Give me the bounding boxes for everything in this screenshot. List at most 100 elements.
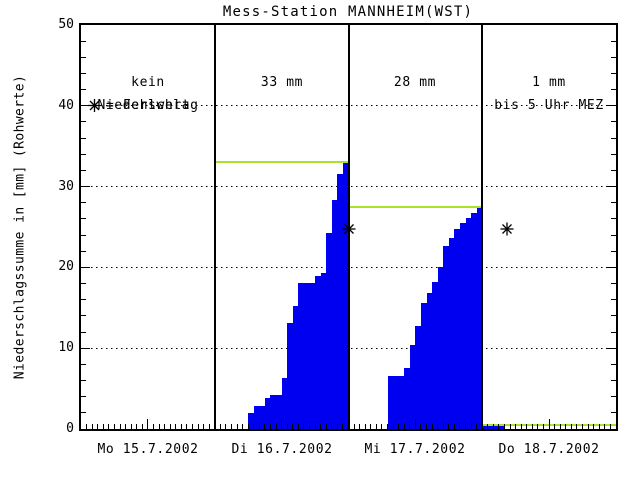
hour-tick	[520, 424, 522, 429]
precip-bar	[398, 376, 405, 429]
hour-tick	[453, 424, 455, 429]
precip-bar	[420, 302, 428, 429]
precip-bar	[309, 282, 316, 429]
y-tick-right	[611, 202, 616, 204]
noon-tick	[147, 419, 149, 429]
hour-tick	[531, 424, 533, 429]
precip-bar	[493, 424, 500, 429]
hour-tick	[565, 424, 567, 429]
hour-tick	[264, 424, 266, 429]
y-tick-right	[607, 347, 616, 349]
y-tick-label-10: 10	[58, 340, 74, 355]
hour-tick	[197, 424, 199, 429]
annotation-line: bis 5 Uhr MEZ	[494, 97, 604, 113]
hour-tick	[203, 424, 205, 429]
y-tick-right	[611, 299, 616, 301]
hour-tick	[269, 424, 271, 429]
hour-tick	[487, 424, 489, 429]
hour-tick	[331, 424, 333, 429]
y-tick-right	[611, 234, 616, 236]
y-tick-left	[81, 347, 90, 349]
precip-bar	[337, 173, 344, 429]
hour-tick	[598, 424, 600, 429]
hour-tick	[398, 424, 400, 429]
annotation-line: 28 mm	[393, 75, 437, 90]
fehlwert-marker-icon	[342, 221, 356, 236]
day-total-line	[214, 161, 349, 164]
hour-tick	[526, 424, 528, 429]
y-tick-label-0: 0	[66, 421, 74, 436]
hour-tick	[582, 424, 584, 429]
hour-tick	[303, 424, 305, 429]
hour-tick	[470, 424, 472, 429]
hour-tick	[604, 424, 606, 429]
precip-bar	[465, 218, 472, 429]
precip-bar	[498, 424, 506, 429]
precip-bar	[454, 229, 461, 429]
y-axis-title: Niederschlagssumme in [mm] (Rohwerte)	[12, 74, 28, 380]
y-tick-left	[81, 186, 90, 188]
y-tick-left	[81, 396, 86, 398]
annotation-day-do: 1 mm bis 5 Uhr MEZ	[494, 72, 604, 117]
hour-tick	[253, 424, 255, 429]
hour-tick	[492, 424, 494, 429]
y-tick-left	[81, 250, 86, 252]
annotation-day-di: 33 mm	[261, 72, 303, 95]
precip-bar	[270, 395, 277, 429]
y-tick-left	[81, 137, 86, 139]
hour-tick	[219, 424, 221, 429]
hour-tick	[286, 424, 288, 429]
y-tick-left	[81, 72, 86, 74]
hour-tick	[91, 424, 93, 429]
y-tick-left	[81, 202, 86, 204]
y-tick-right	[611, 331, 616, 333]
hour-tick	[420, 424, 422, 429]
hour-tick	[225, 424, 227, 429]
plot-area: kein Niederschlag 33 mm 28 mm 1 mm bis 5…	[81, 25, 616, 429]
fehlwert-legend-text: = Fehlwert	[106, 98, 191, 113]
hour-tick	[247, 424, 249, 429]
hour-tick	[169, 424, 171, 429]
precip-bar	[287, 323, 294, 429]
hour-tick	[86, 424, 88, 429]
y-tick-left	[81, 380, 86, 382]
y-tick-right	[611, 250, 616, 252]
y-tick-right	[611, 412, 616, 414]
day-boundary-line	[213, 25, 216, 429]
precip-bar	[426, 293, 433, 429]
hour-tick	[152, 424, 154, 429]
y-tick-left	[81, 331, 86, 333]
hour-tick	[113, 424, 115, 429]
precip-bar	[315, 276, 322, 429]
hour-tick	[359, 424, 361, 429]
hour-tick	[459, 424, 461, 429]
hour-tick	[236, 424, 238, 429]
x-label-di: Di 16.7.2002	[231, 442, 333, 457]
y-tick-right	[611, 153, 616, 155]
precip-bar	[448, 238, 455, 429]
hour-tick	[476, 424, 478, 429]
hour-tick	[186, 424, 188, 429]
hour-tick	[381, 424, 383, 429]
hour-tick	[136, 424, 138, 429]
precip-bar	[476, 206, 483, 429]
hour-tick	[242, 424, 244, 429]
annotation-line: Niederschlag	[97, 97, 199, 113]
hour-tick	[570, 424, 572, 429]
precip-bar	[443, 246, 450, 429]
hour-tick	[175, 424, 177, 429]
day-boundary-line	[347, 25, 350, 429]
y-tick-left	[81, 169, 86, 171]
hour-tick	[325, 424, 327, 429]
precip-bar	[342, 163, 350, 429]
y-tick-right	[611, 396, 616, 398]
precip-bar	[331, 200, 338, 429]
hour-tick	[375, 424, 377, 429]
y-tick-label-40: 40	[58, 98, 74, 113]
y-tick-label-30: 30	[58, 179, 74, 194]
hour-tick	[576, 424, 578, 429]
hour-tick	[258, 424, 260, 429]
hour-tick	[308, 424, 310, 429]
y-tick-right	[611, 89, 616, 91]
